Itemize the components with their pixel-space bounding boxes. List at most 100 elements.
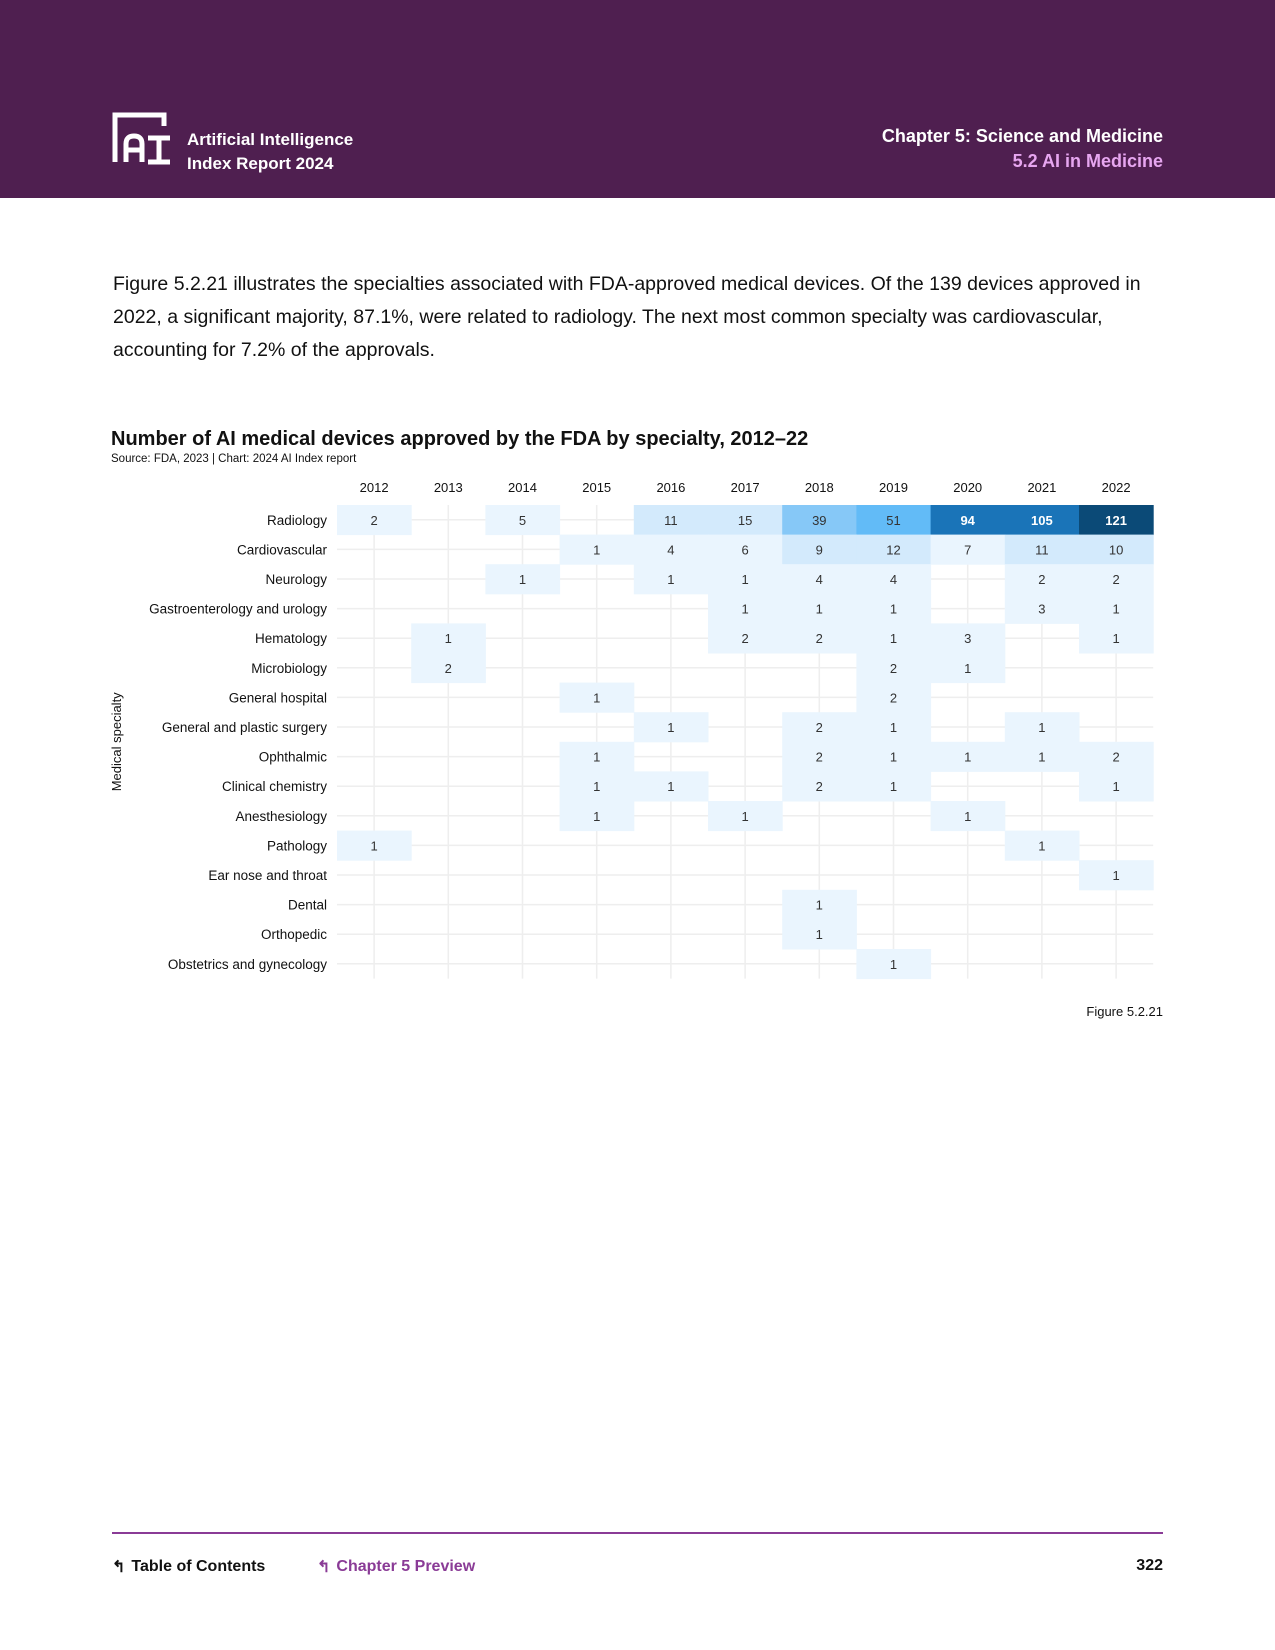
heatmap-cell [782,889,857,920]
cell-value-label: 2 [816,631,823,646]
heatmap-cell [485,564,561,595]
cell-value-label: 2 [370,513,377,528]
x-tick-label: 2013 [434,480,463,495]
heatmap-cell [782,771,857,802]
heatmap-cell [856,593,932,624]
cell-value-label: 1 [964,809,971,824]
y-tick-label: Cardiovascular [237,542,328,557]
heatmap-cell [856,741,932,772]
cell-value-label: 4 [667,542,674,557]
cell-value-label: 11 [664,513,678,528]
heatmap-cell [930,741,1006,772]
cell-value-label: 1 [593,542,600,557]
cell-value-label: 2 [1038,572,1045,587]
cell-value-label: 1 [667,572,674,587]
cell-value-label: 1 [890,957,897,972]
cell-value-label: 2 [890,690,897,705]
heatmap-cell [856,653,932,684]
heatmap-cell [1004,505,1080,536]
chapter-preview-link[interactable]: ↰ Chapter 5 Preview [317,1557,475,1577]
heatmap-cell [930,801,1006,832]
cell-value-label: 1 [445,631,452,646]
ai-index-logo [112,112,170,165]
cell-value-label: 2 [816,779,823,794]
cell-value-label: 1 [593,750,600,765]
cell-value-label: 1 [964,750,971,765]
y-tick-label: Ear nose and throat [208,868,327,883]
y-tick-label: General and plastic surgery [162,720,327,735]
cell-value-label: 2 [741,631,748,646]
heatmap-cell [708,564,783,595]
x-tick-label: 2019 [879,480,908,495]
x-tick-label: 2017 [731,480,760,495]
cell-value-label: 1 [741,809,748,824]
cell-value-label: 51 [886,513,900,528]
x-tick-label: 2022 [1102,480,1131,495]
brand-line1: Artificial Intelligence [187,130,354,149]
y-tick-label: Dental [288,898,327,913]
cell-value-label: 1 [1112,602,1119,617]
cell-value-label: 5 [519,513,526,528]
heatmap-cell [856,682,932,713]
heatmap-cell [485,505,561,536]
heatmap-cell [1004,534,1080,565]
heatmap-cell [856,534,932,565]
y-tick-label: Radiology [267,513,327,528]
x-tick-label: 2015 [582,480,611,495]
cell-value-label: 39 [812,513,826,528]
y-tick-label: Pathology [267,838,327,853]
figure-label: Figure 5.2.21 [1086,1004,1163,1019]
heatmap-cell [782,564,857,595]
cell-value-label: 1 [1038,750,1045,765]
heatmap-cell [1079,860,1154,891]
cell-value-label: 3 [964,631,971,646]
heatmap-cell [782,593,857,624]
heatmap-cell [856,505,932,536]
heatmap-cell [1079,741,1154,772]
cell-value-label: 11 [1035,542,1049,557]
heatmap-cell [559,534,635,565]
page-number: 322 [1136,1557,1163,1574]
heatmap-cell [633,564,709,595]
cell-value-label: 2 [1112,750,1119,765]
cell-value-label: 1 [370,838,377,853]
cell-value-label: 2 [445,661,452,676]
section-title: 5.2 AI in Medicine [1012,151,1163,171]
heatmap-cell [1004,830,1080,861]
y-tick-label: Clinical chemistry [222,779,327,794]
toc-label: Table of Contents [131,1558,266,1575]
heatmap-cell [337,830,412,861]
cell-value-label: 6 [741,542,748,557]
brand-line2: Index Report 2024 [187,154,334,173]
heatmap-cell [1079,564,1154,595]
chart-title: Number of AI medical devices approved by… [111,428,809,450]
y-tick-label: Microbiology [251,661,327,676]
y-tick-label: Obstetrics and gynecology [168,957,327,972]
table-of-contents-link[interactable]: ↰ Table of Contents [112,1557,265,1577]
cell-value-label: 1 [741,572,748,587]
cell-value-label: 4 [890,572,897,587]
heatmap-cell [337,505,412,536]
heatmap-cell [1079,771,1154,802]
cell-value-label: 12 [886,542,900,557]
heatmap-cell [708,623,783,654]
heatmap-cell [1079,623,1154,654]
cell-value-label: 94 [960,513,975,528]
cell-value-label: 1 [816,927,823,942]
heatmap-cell [1079,505,1154,536]
body-paragraph: Figure 5.2.21 illustrates the specialtie… [113,273,1141,361]
y-tick-label: Hematology [255,631,327,646]
cell-value-label: 105 [1031,513,1053,528]
x-tick-label: 2018 [805,480,834,495]
preview-label: Chapter 5 Preview [336,1558,476,1575]
cell-value-label: 1 [741,602,748,617]
cell-value-label: 3 [1038,602,1045,617]
heatmap-cell [411,653,486,684]
cell-value-label: 1 [667,779,674,794]
page-header: Artificial Intelligence Index Report 202… [0,0,1275,198]
cell-value-label: 1 [816,898,823,913]
heatmap-cell [559,741,635,772]
cell-value-label: 1 [890,720,897,735]
cell-value-label: 1 [816,602,823,617]
cell-value-label: 1 [890,750,897,765]
